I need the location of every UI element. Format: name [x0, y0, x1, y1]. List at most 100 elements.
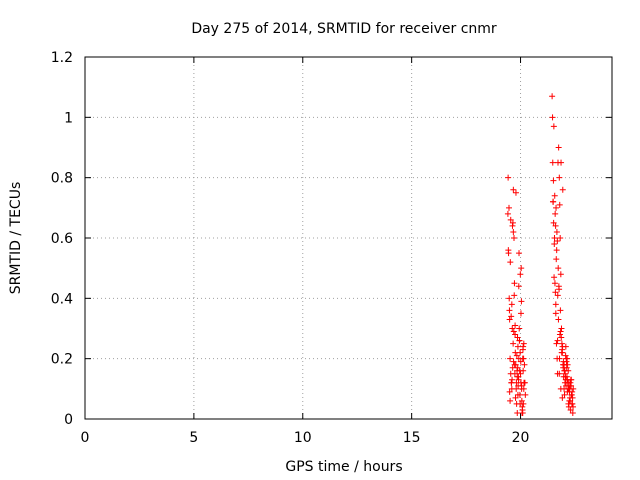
data-point	[513, 352, 520, 359]
data-point	[551, 192, 558, 199]
x-tick-label: 20	[512, 430, 530, 446]
data-point	[562, 376, 569, 383]
data-point	[555, 316, 562, 323]
data-point	[511, 361, 518, 368]
data-point	[520, 340, 527, 347]
data-point	[521, 361, 528, 368]
data-point	[554, 292, 561, 299]
data-point	[507, 259, 514, 266]
data-point	[565, 385, 572, 392]
data-point	[511, 292, 518, 299]
data-point	[555, 283, 562, 290]
x-tick-label: 0	[81, 430, 90, 446]
data-point	[510, 358, 517, 365]
data-point	[552, 210, 559, 217]
y-tick-label: 0.6	[51, 231, 73, 247]
data-point	[566, 397, 573, 404]
data-point	[507, 397, 514, 404]
data-points	[504, 93, 577, 416]
data-point	[517, 271, 524, 278]
data-point	[549, 198, 556, 205]
data-point	[550, 177, 557, 184]
data-point	[557, 328, 564, 335]
data-point	[509, 325, 516, 332]
data-point	[555, 265, 562, 272]
data-point	[552, 222, 559, 229]
data-point	[552, 310, 559, 317]
data-point	[514, 373, 521, 380]
data-point	[508, 379, 515, 386]
data-point	[549, 114, 556, 121]
data-point	[561, 367, 568, 374]
data-point	[564, 388, 571, 395]
data-point	[553, 247, 560, 254]
y-tick-label: 0.8	[51, 171, 73, 187]
data-point	[550, 219, 557, 226]
data-point	[554, 337, 561, 344]
data-point	[567, 406, 574, 413]
data-point	[508, 301, 515, 308]
data-point	[509, 364, 516, 371]
x-tick-label: 15	[403, 430, 421, 446]
data-point	[510, 340, 517, 347]
data-point	[568, 391, 575, 398]
data-point	[558, 325, 565, 332]
data-point	[556, 331, 563, 338]
data-point	[518, 397, 525, 404]
data-point	[555, 144, 562, 151]
x-tick-label: 10	[294, 430, 312, 446]
data-point	[512, 189, 519, 196]
data-point	[564, 355, 571, 362]
data-point	[561, 361, 568, 368]
data-point	[507, 216, 514, 223]
data-point	[517, 310, 524, 317]
data-point	[556, 355, 563, 362]
data-point	[512, 394, 519, 401]
data-point	[557, 307, 564, 314]
data-point	[505, 247, 512, 254]
data-point	[556, 174, 563, 181]
data-point	[510, 228, 517, 235]
data-point	[513, 379, 520, 386]
chart-title: Day 275 of 2014, SRMTID for receiver cnm…	[191, 21, 497, 37]
data-point	[514, 334, 521, 341]
data-point	[513, 385, 520, 392]
data-point	[510, 328, 517, 335]
data-point	[507, 355, 514, 362]
data-point	[514, 364, 521, 371]
data-point	[512, 331, 519, 338]
y-tick-label: 0.2	[51, 352, 73, 368]
data-point	[551, 280, 558, 287]
data-point	[520, 385, 527, 392]
data-point	[510, 186, 517, 193]
data-point	[506, 316, 513, 323]
data-point	[553, 228, 560, 235]
axis-ticks: 0 0.2 0.4 0.6 0.8 1 1.2 0 5 10 15 20	[51, 50, 612, 446]
data-point	[551, 274, 558, 281]
data-point	[518, 265, 525, 272]
y-tick-label: 0.4	[51, 291, 73, 307]
data-point	[519, 409, 526, 416]
data-point	[567, 382, 574, 389]
data-point	[557, 271, 564, 278]
data-point	[549, 93, 556, 100]
data-point	[512, 349, 519, 356]
data-point	[518, 382, 525, 389]
data-point	[511, 280, 518, 287]
data-point	[516, 325, 523, 332]
data-point	[560, 364, 567, 371]
data-point	[517, 400, 524, 407]
data-point	[556, 370, 563, 377]
data-point	[518, 298, 525, 305]
x-tick-label: 5	[189, 430, 198, 446]
data-point	[504, 210, 511, 217]
data-point	[522, 391, 529, 398]
data-point	[561, 379, 568, 386]
data-point	[521, 379, 528, 386]
data-point	[551, 241, 558, 248]
data-point	[554, 238, 561, 245]
data-point	[515, 283, 522, 290]
data-point	[515, 376, 522, 383]
data-point	[550, 123, 557, 130]
y-tick-label: 1.2	[51, 50, 73, 66]
